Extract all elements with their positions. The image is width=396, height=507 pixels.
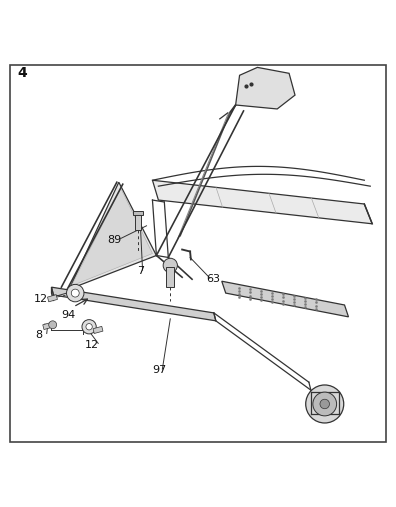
Polygon shape: [152, 180, 372, 224]
Polygon shape: [71, 188, 152, 286]
Polygon shape: [43, 322, 53, 330]
Polygon shape: [133, 211, 143, 214]
Text: 12: 12: [34, 294, 48, 304]
Circle shape: [82, 319, 96, 334]
Text: 94: 94: [61, 310, 76, 320]
Circle shape: [306, 385, 344, 423]
Text: 7: 7: [137, 266, 144, 276]
Text: 89: 89: [107, 235, 121, 245]
Polygon shape: [93, 327, 103, 334]
Polygon shape: [166, 267, 174, 287]
Circle shape: [313, 392, 337, 416]
Polygon shape: [51, 287, 216, 321]
Text: 12: 12: [85, 340, 99, 350]
Polygon shape: [222, 281, 348, 317]
Circle shape: [86, 323, 92, 330]
Text: 4: 4: [18, 66, 28, 80]
Circle shape: [71, 289, 79, 297]
Polygon shape: [236, 67, 295, 109]
Polygon shape: [135, 213, 141, 230]
Circle shape: [320, 399, 329, 409]
Polygon shape: [48, 295, 57, 302]
Circle shape: [67, 284, 84, 302]
Text: 97: 97: [152, 366, 167, 375]
Circle shape: [163, 258, 177, 272]
Text: 63: 63: [206, 274, 220, 284]
Text: 8: 8: [36, 330, 43, 340]
Circle shape: [49, 321, 57, 329]
Polygon shape: [69, 182, 156, 289]
Polygon shape: [51, 287, 53, 301]
